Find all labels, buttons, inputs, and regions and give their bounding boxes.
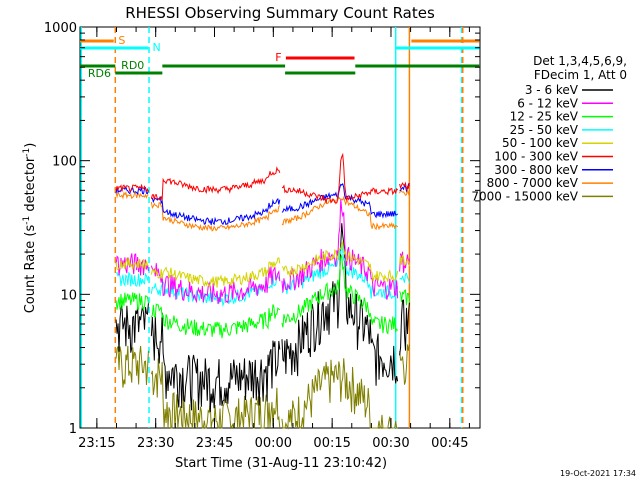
series-line-100_300keV — [281, 152, 399, 205]
series-line — [115, 183, 149, 193]
flag-label-n: N — [153, 41, 161, 54]
flag-label-s: S — [118, 34, 125, 47]
y-axis-label: Count Rate (s-1 detector-1) — [22, 143, 38, 314]
series-line-3_6keV — [150, 312, 281, 412]
legend-header-2: FDecim 1, Att 0 — [534, 68, 627, 82]
legend: Det 1,3,4,5,6,9, FDecim 1, Att 0 3 - 6 k… — [471, 54, 627, 203]
generated-timestamp: 19-Oct-2021 17:34 — [560, 469, 636, 478]
y-tick-label: 1 — [69, 422, 77, 437]
series-line-7000_15000keV — [150, 358, 281, 430]
legend-label: 800 - 7000 keV — [487, 176, 579, 190]
time-marker-lines — [80, 27, 464, 428]
x-tick-label: 00:30 — [372, 436, 409, 451]
legend-header-1: Det 1,3,4,5,6,9, — [533, 54, 627, 68]
series-line-25_50keV — [150, 274, 281, 308]
series-line-6_12keV — [281, 198, 399, 300]
series-line — [115, 190, 149, 200]
series-line-6_12keV — [150, 263, 281, 305]
x-axis: 23:15 23:30 23:45 00:00 00:15 00:30 00:45 — [78, 27, 470, 451]
series-line — [115, 292, 149, 311]
series-line — [399, 299, 410, 356]
legend-label: 6 - 12 keV — [517, 96, 579, 110]
legend-label: 25 - 50 keV — [510, 123, 579, 137]
legend-label: 3 - 6 keV — [525, 83, 579, 97]
series-line-50_100keV — [150, 257, 281, 288]
x-tick-label: 23:30 — [137, 436, 174, 451]
series-line — [399, 289, 410, 306]
series-line — [399, 344, 410, 385]
series-line — [115, 271, 149, 288]
x-tick-label: 00:45 — [431, 436, 468, 451]
chart-title: RHESSI Observing Summary Count Rates — [125, 4, 435, 22]
data-series — [115, 152, 410, 430]
legend-label: 300 - 800 keV — [494, 163, 578, 177]
series-line — [399, 272, 410, 284]
series-line — [115, 345, 149, 388]
legend-label: 50 - 100 keV — [502, 136, 579, 150]
x-tick-label: 23:15 — [78, 436, 115, 451]
legend-label: 7000 - 15000 keV — [471, 189, 578, 203]
legend-label: 12 - 25 keV — [510, 110, 579, 124]
series-line-100_300keV — [150, 166, 281, 201]
flag-label-f: F — [275, 51, 281, 64]
series-line-12_25keV — [281, 253, 399, 335]
series-line-7000_15000keV — [281, 358, 398, 430]
y-tick-label: 10 — [60, 288, 77, 303]
series-line-800_7000keV — [281, 195, 399, 231]
legend-label: 100 - 300 keV — [494, 150, 578, 164]
y-axis: 1 10 100 1000 — [44, 21, 480, 437]
series-line — [399, 181, 410, 191]
series-line-300_800keV — [151, 196, 281, 226]
series-line-12_25keV — [150, 303, 281, 339]
series-line-800_7000keV — [150, 201, 281, 232]
series-line — [399, 254, 410, 267]
flag-label-rd0: RD0 — [121, 59, 144, 72]
x-tick-label: 23:45 — [196, 436, 233, 451]
y-tick-label: 1000 — [44, 21, 77, 36]
x-axis-label: Start Time (31-Aug-11 23:10:42) — [175, 456, 387, 471]
x-tick-label: 00:15 — [313, 436, 350, 451]
series-line-50_100keV — [281, 240, 399, 282]
series-line — [115, 257, 149, 271]
plot-frame — [79, 26, 481, 429]
series-line-3_6keV — [281, 223, 399, 386]
flag-label-rd6: RD6 — [88, 67, 111, 80]
series-line-300_800keV — [281, 182, 399, 219]
flag-bars: S N F RD0 RD6 — [80, 34, 480, 80]
y-tick-label: 100 — [52, 155, 77, 170]
series-line — [399, 189, 410, 196]
x-tick-label: 00:00 — [255, 436, 292, 451]
